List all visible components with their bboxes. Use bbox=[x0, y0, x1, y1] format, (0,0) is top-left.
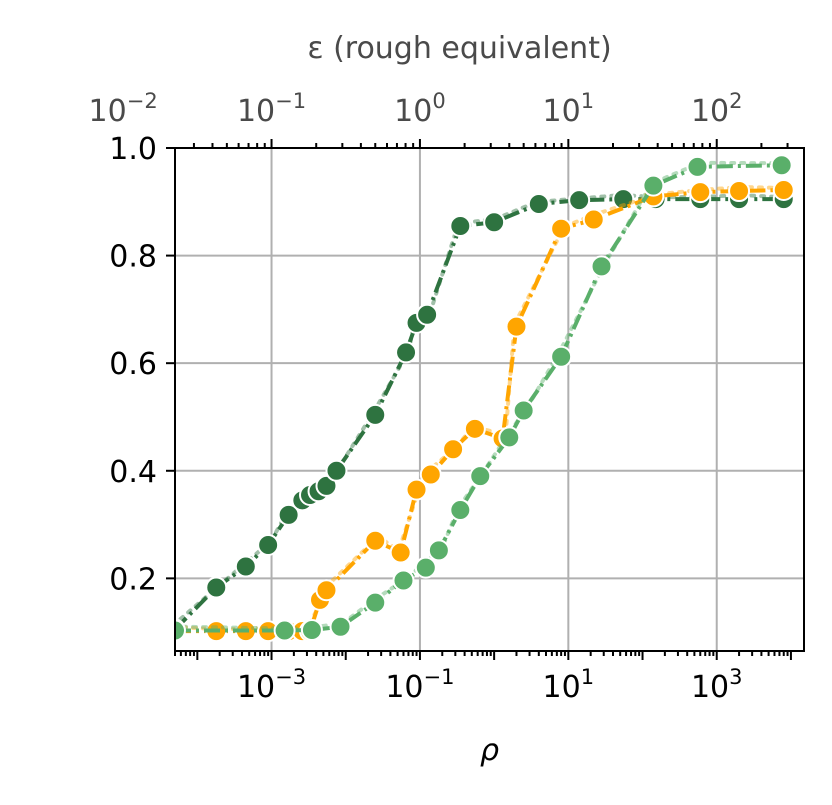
series-3-point bbox=[427, 539, 450, 562]
series-1-point bbox=[395, 341, 418, 364]
series-3-point bbox=[175, 619, 186, 642]
x-axis-label: ρ bbox=[480, 733, 499, 768]
series-3-point bbox=[512, 399, 535, 422]
series-3-point bbox=[642, 174, 665, 197]
series-1-dotted-line bbox=[175, 193, 784, 627]
series-1-line bbox=[175, 197, 784, 631]
series-3-point bbox=[770, 154, 793, 177]
series-1-point bbox=[527, 192, 550, 215]
y-tick-label: 0.2 bbox=[109, 562, 157, 597]
y-tick-label: 0.4 bbox=[109, 455, 157, 490]
series-3-point bbox=[590, 255, 613, 278]
series-3 bbox=[175, 154, 793, 642]
series-3-point bbox=[686, 155, 709, 178]
series-1-point bbox=[449, 215, 472, 238]
series-1-point bbox=[416, 303, 439, 326]
series-1-point bbox=[483, 211, 506, 234]
series-1-point bbox=[277, 503, 300, 526]
series-3-dotted-line bbox=[175, 160, 782, 631]
series-1-point bbox=[234, 555, 257, 578]
series-2-point bbox=[689, 181, 712, 204]
x-tick-label: 10−1 bbox=[385, 665, 454, 705]
series-1-point bbox=[568, 189, 591, 212]
top-x-tick-label: 100 bbox=[394, 89, 446, 129]
series-2-point bbox=[419, 463, 442, 486]
x-tick-label: 103 bbox=[691, 665, 743, 705]
series-3-point bbox=[550, 345, 573, 368]
series-2-point bbox=[442, 438, 465, 461]
series-2-point bbox=[389, 541, 412, 564]
top-x-tick-label: 10−2 bbox=[89, 89, 158, 129]
series-3-point bbox=[469, 465, 492, 488]
series-2-point bbox=[772, 178, 795, 201]
series-2-point bbox=[364, 529, 387, 552]
series-1-point bbox=[257, 534, 280, 557]
series-2-dotted-line bbox=[175, 185, 784, 632]
x-tick-label: 101 bbox=[543, 665, 595, 705]
series-1-point bbox=[205, 576, 228, 599]
y-tick-label: 0.8 bbox=[109, 240, 157, 275]
series-3-point bbox=[300, 619, 323, 642]
y-tick-label: 0.6 bbox=[109, 347, 157, 382]
top-x-tick-label: 10−1 bbox=[237, 89, 306, 129]
series-1 bbox=[175, 188, 795, 641]
y-tick-label: 1.0 bbox=[109, 132, 157, 167]
series-1-point bbox=[315, 474, 338, 497]
series-2-point bbox=[405, 478, 428, 501]
series-2 bbox=[175, 178, 795, 643]
x-tick-label: 10−3 bbox=[237, 665, 306, 705]
series-2-point bbox=[582, 208, 605, 231]
series-2-point bbox=[505, 315, 528, 338]
axis-ticks: 10−3 10−1 101 103 0.2 0.4 0.6 0.8 1.010−2 10−1 100… bbox=[89, 89, 792, 705]
series-2-point bbox=[550, 217, 573, 240]
series-1-point bbox=[325, 459, 348, 482]
top-x-axis-label: ε (rough equivalent) bbox=[307, 31, 611, 66]
series-1-point bbox=[364, 403, 387, 426]
series-3-point bbox=[449, 499, 472, 522]
series-3-point bbox=[329, 615, 352, 638]
series-2-point bbox=[315, 579, 338, 602]
series-2-point bbox=[728, 180, 751, 203]
series-3-point bbox=[414, 556, 437, 579]
top-x-tick-label: 101 bbox=[543, 89, 595, 129]
series-3-point bbox=[364, 591, 387, 614]
series-3-point bbox=[498, 426, 521, 449]
series-3-point bbox=[392, 569, 415, 592]
series-3-line bbox=[175, 163, 782, 633]
series-2-point bbox=[463, 417, 486, 440]
top-x-tick-label: 102 bbox=[691, 89, 743, 129]
series-3-point bbox=[273, 619, 296, 642]
series-layer bbox=[175, 154, 795, 643]
plot-frame bbox=[174, 147, 805, 652]
